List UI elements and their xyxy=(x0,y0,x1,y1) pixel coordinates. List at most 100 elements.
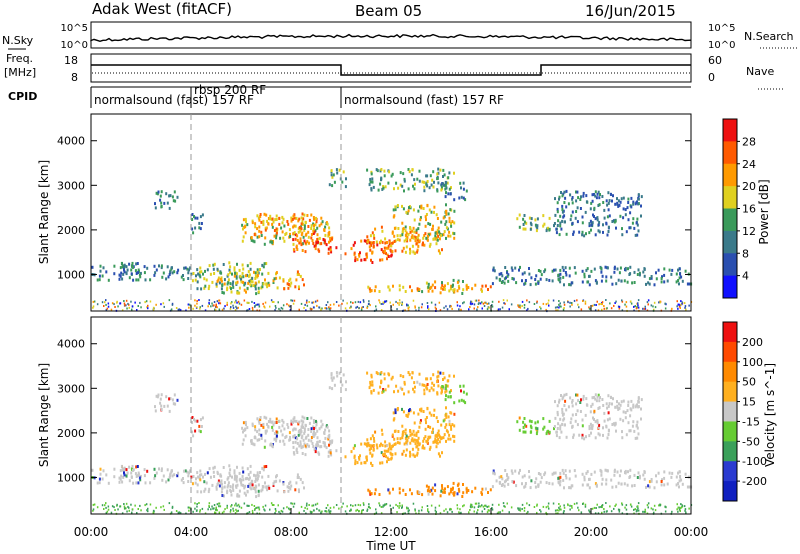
power-cell xyxy=(173,190,176,194)
velocity-cell xyxy=(372,447,375,451)
velocity-cell xyxy=(137,474,140,477)
power-cell xyxy=(156,192,159,196)
velocity-cell xyxy=(475,502,478,505)
velocity-cell xyxy=(655,480,658,484)
velocity-cell xyxy=(409,453,412,457)
x-tick-label: 20:00 xyxy=(574,525,609,539)
power-cell xyxy=(563,190,566,194)
power-cell xyxy=(571,196,574,199)
y-tick-label: 4000 xyxy=(57,135,85,148)
power-cell xyxy=(223,307,225,310)
velocity-cell xyxy=(655,474,657,478)
velocity-cell xyxy=(577,506,579,509)
power-cell xyxy=(203,286,206,290)
power-cell xyxy=(403,189,405,193)
power-cell xyxy=(211,302,213,305)
velocity-cell xyxy=(287,486,290,489)
velocity-cell xyxy=(263,445,266,449)
power-cell xyxy=(271,241,274,245)
power-cell xyxy=(292,238,295,242)
power-cell xyxy=(259,215,262,218)
power-cell xyxy=(226,288,229,292)
velocity-cell xyxy=(464,401,467,405)
power-cell xyxy=(548,304,550,307)
velocity-cell xyxy=(171,506,174,509)
velocity-cell xyxy=(483,508,486,510)
power-cell xyxy=(382,185,385,188)
velocity-cell xyxy=(157,393,160,397)
power-cell xyxy=(404,225,407,229)
power-cell xyxy=(543,270,546,274)
velocity-cell xyxy=(310,430,313,433)
power-cell xyxy=(231,301,233,304)
velocity-cell xyxy=(380,381,382,385)
power-cell xyxy=(627,201,630,204)
power-cell xyxy=(685,308,687,311)
velocity-cell xyxy=(271,444,274,448)
velocity-cell xyxy=(178,511,181,514)
power-cell xyxy=(579,207,582,210)
power-cell xyxy=(618,307,621,310)
power-cell xyxy=(424,232,427,236)
power-cell xyxy=(412,208,415,212)
power-cell xyxy=(130,264,133,268)
power-cell xyxy=(495,276,498,280)
velocity-cell xyxy=(335,371,338,375)
power-cell xyxy=(504,302,506,305)
velocity-cell xyxy=(149,481,152,485)
velocity-cell xyxy=(294,488,297,492)
power-cell xyxy=(188,268,191,272)
power-cell xyxy=(562,215,565,219)
velocity-cell xyxy=(368,386,371,390)
velocity-cell xyxy=(588,486,591,490)
power-cell xyxy=(571,302,573,304)
power-cell xyxy=(420,306,423,309)
velocity-cell xyxy=(298,420,301,424)
power-cell xyxy=(131,305,134,308)
velocity-cell xyxy=(598,423,601,427)
velocity-cell xyxy=(448,423,451,427)
power-cell xyxy=(305,301,308,304)
velocity-cell xyxy=(443,376,446,380)
power-cell xyxy=(415,231,418,234)
power-cell xyxy=(437,234,440,238)
velocity-cell xyxy=(492,471,495,475)
power-cell xyxy=(596,216,599,220)
velocity-cell xyxy=(262,468,265,472)
power-cell xyxy=(98,274,101,278)
freq-label: Freq. xyxy=(6,52,33,65)
velocity-cell xyxy=(436,392,439,396)
power-cell xyxy=(103,305,105,307)
velocity-cell xyxy=(465,487,468,491)
velocity-cell xyxy=(271,504,274,506)
power-cell xyxy=(429,222,432,226)
power-cell xyxy=(407,168,410,171)
power-cell xyxy=(552,299,555,302)
velocity-cell xyxy=(250,482,253,486)
power-cell xyxy=(211,280,214,284)
velocity-cell xyxy=(143,474,146,478)
power-cell xyxy=(606,233,609,237)
power-cell xyxy=(374,285,377,289)
velocity-cell xyxy=(448,433,451,437)
velocity-cell xyxy=(684,509,686,512)
power-cell xyxy=(375,305,377,308)
power-cell xyxy=(409,247,411,251)
velocity-cell xyxy=(275,479,278,483)
velocity-cell xyxy=(588,425,591,429)
velocity-cell xyxy=(680,478,683,482)
power-cell xyxy=(257,286,260,290)
velocity-cell xyxy=(344,388,347,392)
velocity-cell xyxy=(562,395,565,399)
velocity-cell xyxy=(276,489,279,493)
velocity-cell xyxy=(286,423,289,426)
velocity-cell xyxy=(468,511,470,514)
power-cell xyxy=(349,306,351,309)
power-cell xyxy=(423,189,426,193)
power-cell xyxy=(207,305,209,308)
power-cell xyxy=(314,300,317,303)
x-tick-label: 04:00 xyxy=(174,525,209,539)
velocity-cell xyxy=(171,469,173,473)
power-cell xyxy=(254,287,257,291)
